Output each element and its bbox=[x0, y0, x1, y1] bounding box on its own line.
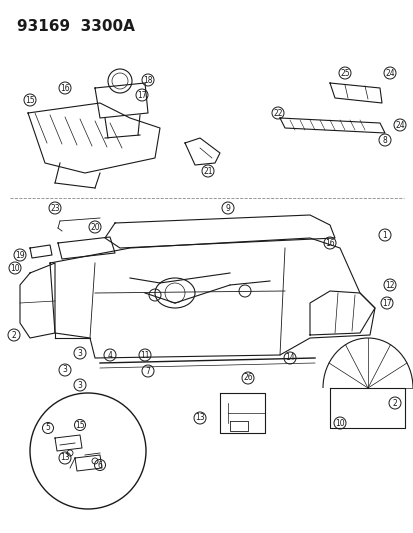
Text: 22: 22 bbox=[273, 109, 282, 117]
Text: 16: 16 bbox=[60, 84, 70, 93]
Text: 2: 2 bbox=[12, 330, 17, 340]
Text: 17: 17 bbox=[381, 298, 391, 308]
Text: 13: 13 bbox=[195, 414, 204, 423]
Text: 17: 17 bbox=[137, 91, 147, 100]
Text: 18: 18 bbox=[143, 76, 152, 85]
Text: 11: 11 bbox=[140, 351, 150, 359]
Text: 5: 5 bbox=[45, 424, 50, 432]
Text: 10: 10 bbox=[335, 418, 344, 427]
Text: 23: 23 bbox=[50, 204, 59, 213]
Text: 12: 12 bbox=[385, 280, 394, 289]
Text: 15: 15 bbox=[25, 95, 35, 104]
Text: 24: 24 bbox=[394, 120, 404, 130]
Text: 6: 6 bbox=[97, 461, 102, 470]
Text: 9: 9 bbox=[225, 204, 230, 213]
Text: 26: 26 bbox=[242, 374, 252, 383]
Text: 10: 10 bbox=[10, 263, 20, 272]
Text: 24: 24 bbox=[384, 69, 394, 77]
Text: 13: 13 bbox=[60, 454, 70, 463]
Text: 7: 7 bbox=[145, 367, 150, 376]
Text: 3: 3 bbox=[77, 381, 82, 390]
Text: 14: 14 bbox=[285, 353, 294, 362]
Text: 19: 19 bbox=[15, 251, 25, 260]
Text: 25: 25 bbox=[339, 69, 349, 77]
Text: 4: 4 bbox=[107, 351, 112, 359]
Text: 1: 1 bbox=[382, 230, 387, 239]
Text: 8: 8 bbox=[382, 135, 387, 144]
Text: 3: 3 bbox=[77, 349, 82, 358]
Text: 16: 16 bbox=[324, 238, 334, 247]
Text: 15: 15 bbox=[75, 421, 85, 430]
Text: 20: 20 bbox=[90, 222, 100, 231]
Text: 3: 3 bbox=[62, 366, 67, 375]
Text: 93169  3300A: 93169 3300A bbox=[17, 19, 134, 34]
Text: 2: 2 bbox=[392, 399, 396, 408]
Text: 21: 21 bbox=[203, 166, 212, 175]
